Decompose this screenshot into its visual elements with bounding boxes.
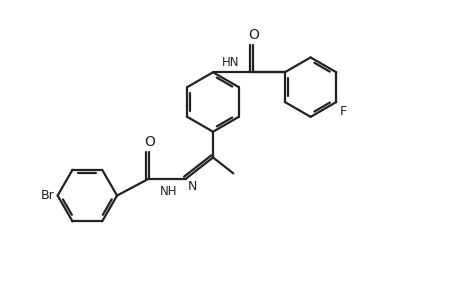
Text: Br: Br xyxy=(41,189,55,202)
Text: HN: HN xyxy=(222,56,239,69)
Text: F: F xyxy=(339,105,346,118)
Text: NH: NH xyxy=(160,185,177,198)
Text: N: N xyxy=(187,180,196,193)
Text: O: O xyxy=(144,135,155,148)
Text: O: O xyxy=(248,28,258,42)
